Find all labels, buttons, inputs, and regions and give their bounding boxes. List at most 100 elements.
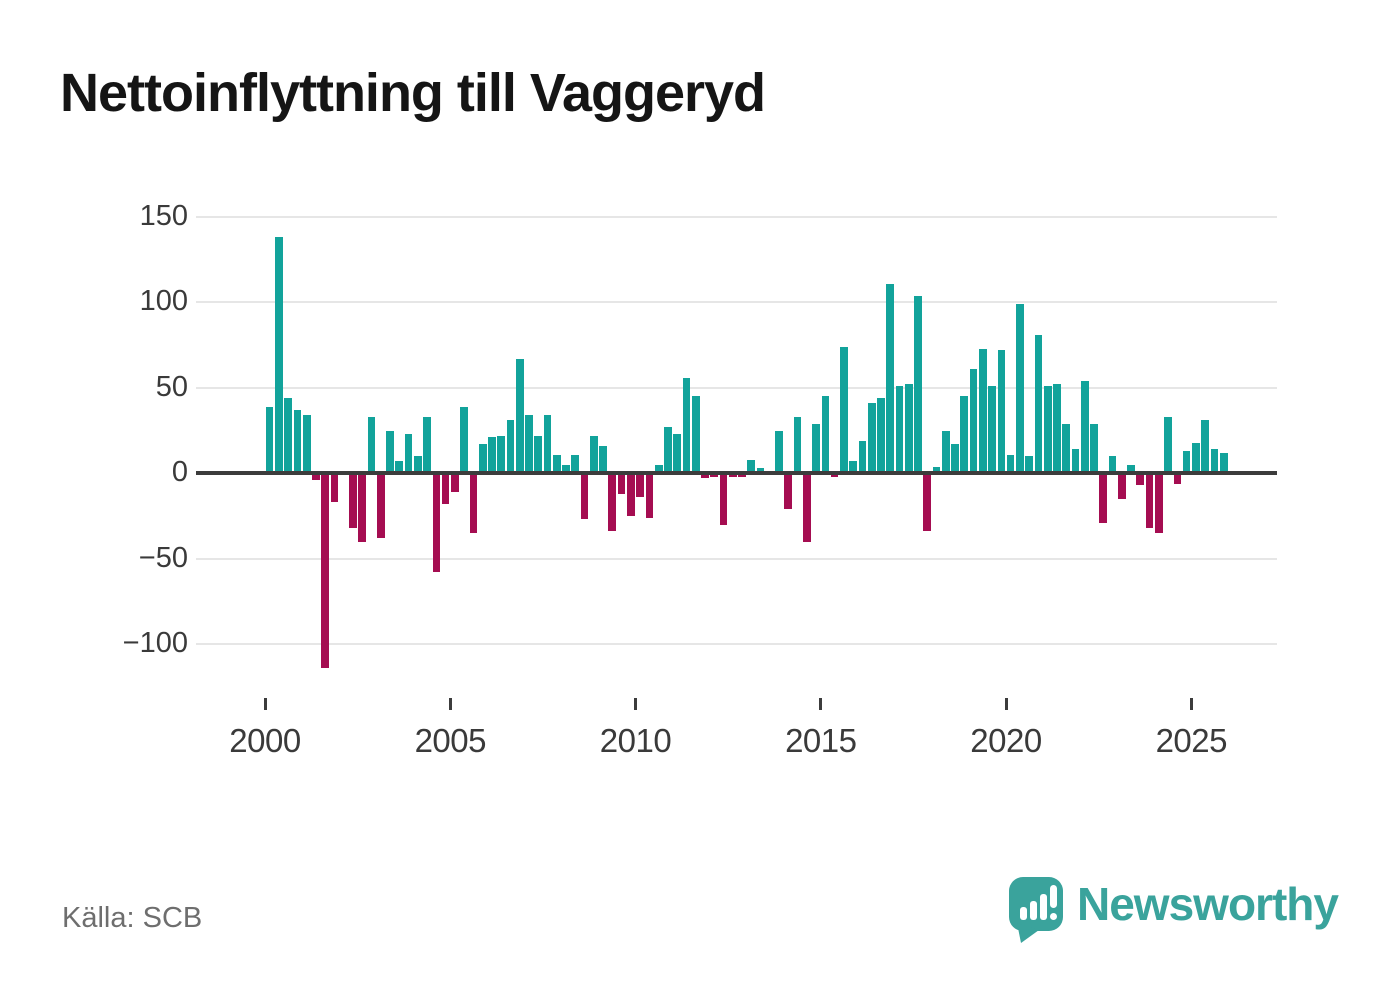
bar-2011-Q1 — [673, 434, 682, 474]
bar-2009-Q4 — [627, 473, 635, 517]
x-axis-tick-2025 — [1189, 698, 1193, 710]
bar-2014-Q3 — [803, 473, 811, 542]
bar-2021-Q1 — [1043, 386, 1052, 474]
bar-2024-Q3 — [1173, 473, 1182, 484]
bar-2012-Q2 — [719, 473, 728, 525]
bar-2000-Q3 — [284, 398, 293, 474]
gridline-y--100 — [196, 643, 1277, 646]
bar-2000-Q1 — [265, 406, 274, 474]
zero-axis-line — [196, 471, 1277, 476]
x-axis-tick-2005 — [448, 698, 452, 710]
bar-2009-Q3 — [617, 473, 626, 494]
bar-2020-Q1 — [1006, 454, 1015, 474]
bar-2008-Q1 — [562, 464, 570, 474]
bar-2021-Q4 — [1071, 449, 1080, 474]
bar-2010-Q2 — [645, 473, 654, 518]
bar-2018-Q2 — [941, 430, 950, 474]
bar-2001-Q1 — [302, 415, 311, 474]
bar-2006-Q3 — [506, 420, 515, 474]
bar-2018-Q4 — [960, 396, 969, 474]
gridline-y--50 — [196, 557, 1277, 560]
bar-2016-Q2 — [867, 403, 876, 474]
bar-2001-Q2 — [312, 473, 320, 481]
bar-2003-Q1 — [376, 473, 385, 539]
bar-2003-Q4 — [404, 434, 413, 474]
bar-2004-Q2 — [423, 416, 431, 474]
bar-2014-Q2 — [793, 416, 802, 474]
bar-2011-Q3 — [691, 396, 700, 474]
bar-2020-Q3 — [1025, 456, 1034, 474]
gridline-y-50 — [196, 386, 1277, 389]
bar-2021-Q2 — [1053, 384, 1061, 474]
bar-2017-Q3 — [914, 295, 922, 474]
x-axis-tick-2020 — [1004, 698, 1008, 710]
bar-2020-Q4 — [1034, 334, 1043, 474]
bar-2013-Q2 — [756, 468, 765, 474]
bar-2019-Q2 — [978, 348, 987, 474]
bar-2019-Q1 — [969, 369, 978, 474]
bar-2017-Q2 — [904, 384, 913, 474]
bar-2025-Q1 — [1192, 442, 1200, 474]
bar-2007-Q3 — [543, 415, 552, 474]
bar-2023-Q1 — [1117, 473, 1126, 499]
bar-2001-Q4 — [330, 473, 339, 503]
bar-2025-Q2 — [1201, 420, 1209, 474]
x-axis-label-2005: 2005 — [414, 722, 487, 759]
bar-2025-Q4 — [1219, 452, 1228, 474]
bar-2016-Q1 — [858, 440, 867, 474]
bar-2022-Q3 — [1099, 473, 1108, 523]
bar-2007-Q1 — [525, 415, 533, 474]
x-axis-tick-2000 — [263, 698, 267, 710]
bar-2021-Q3 — [1062, 423, 1071, 474]
bar-2003-Q2 — [386, 430, 394, 474]
bar-2018-Q3 — [951, 444, 959, 474]
x-axis-tick-2015 — [819, 698, 823, 710]
y-axis-label-50: 50 — [155, 370, 188, 403]
x-axis-label-2015: 2015 — [785, 722, 857, 759]
bar-2016-Q4 — [886, 283, 895, 474]
bar-2009-Q2 — [608, 473, 617, 532]
y-axis-label-−100: −100 — [122, 627, 188, 660]
bar-2015-Q3 — [840, 346, 848, 474]
bar-2005-Q2 — [460, 406, 468, 474]
chart-title: Nettoinflyttning till Vaggeryd — [60, 63, 766, 123]
bar-2020-Q2 — [1016, 304, 1024, 474]
bar-2006-Q1 — [488, 437, 496, 474]
bar-2014-Q1 — [784, 473, 793, 510]
bar-2008-Q2 — [571, 454, 580, 474]
bar-2005-Q3 — [469, 473, 478, 534]
bar-2019-Q4 — [997, 350, 1006, 474]
bar-2013-Q4 — [775, 430, 783, 474]
bar-2010-Q1 — [636, 473, 644, 498]
bar-2015-Q4 — [849, 461, 858, 474]
bar-2000-Q2 — [275, 237, 283, 474]
bar-2002-Q4 — [367, 416, 376, 474]
bar-2024-Q2 — [1164, 416, 1172, 474]
bar-2005-Q1 — [451, 473, 459, 493]
bar-2000-Q4 — [293, 410, 302, 474]
newsworthy-logo-text: Newsworthy — [1077, 878, 1339, 930]
bar-2009-Q1 — [599, 445, 607, 474]
bar-2007-Q2 — [534, 435, 543, 474]
bar-2011-Q2 — [682, 377, 691, 474]
bar-2023-Q3 — [1136, 473, 1145, 486]
bar-2005-Q4 — [478, 444, 487, 474]
bar-2010-Q3 — [654, 464, 663, 474]
bar-2015-Q1 — [821, 396, 830, 474]
source-label: Källa: SCB — [62, 902, 203, 934]
bar-2019-Q3 — [988, 386, 996, 474]
bar-2004-Q4 — [441, 473, 450, 505]
bar-2006-Q4 — [515, 358, 524, 474]
bar-2003-Q3 — [395, 461, 404, 474]
newsworthy-logo-icon — [1009, 877, 1063, 943]
bar-2001-Q3 — [321, 473, 330, 669]
bar-2014-Q4 — [812, 423, 820, 474]
bar-2022-Q1 — [1080, 381, 1089, 474]
gridline-y-100 — [196, 301, 1277, 304]
y-axis-label-150: 150 — [139, 199, 188, 232]
newsworthy-branding: Newsworthy — [1009, 877, 1339, 947]
y-axis-label-100: 100 — [139, 285, 188, 318]
x-axis-label-2010: 2010 — [599, 722, 672, 759]
bar-2025-Q3 — [1210, 449, 1219, 474]
